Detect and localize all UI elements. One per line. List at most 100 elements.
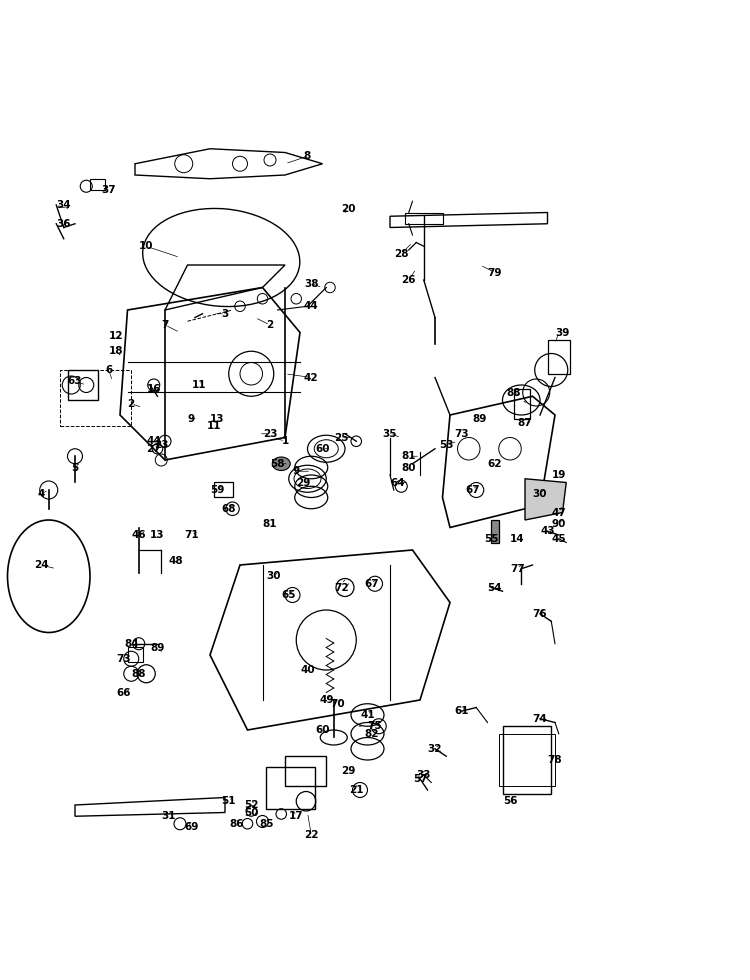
Text: 52: 52 [244,800,259,810]
Text: 80: 80 [401,463,416,472]
Ellipse shape [272,457,290,470]
Text: 27: 27 [146,444,161,454]
Text: 17: 17 [289,811,304,821]
Text: 22: 22 [304,830,319,840]
Text: 76: 76 [532,609,548,618]
Text: 30: 30 [266,571,281,581]
Text: 49: 49 [319,695,334,705]
Text: 26: 26 [401,275,416,285]
Text: 42: 42 [304,372,319,382]
Text: 58: 58 [270,459,285,468]
Text: 11: 11 [191,380,206,390]
Text: 20: 20 [341,204,356,214]
Text: 30: 30 [532,489,548,499]
Text: 13: 13 [150,530,165,540]
Text: 8: 8 [304,151,311,162]
Text: 78: 78 [548,755,562,765]
Text: 9: 9 [292,466,300,476]
FancyBboxPatch shape [491,520,499,543]
Text: 18: 18 [109,346,124,357]
Text: 12: 12 [109,331,124,341]
Text: 29: 29 [341,766,356,776]
Text: 74: 74 [532,713,548,724]
Text: 29: 29 [296,477,311,487]
Text: 34: 34 [56,200,71,210]
Text: 72: 72 [334,582,349,593]
Text: 23: 23 [262,429,278,439]
Text: 21: 21 [349,785,364,795]
Text: 77: 77 [510,564,525,573]
Text: 2: 2 [266,320,274,330]
Text: 43: 43 [540,526,555,536]
Text: 16: 16 [146,384,161,394]
Text: 6: 6 [105,365,112,375]
Text: 82: 82 [364,729,379,739]
Text: 90: 90 [551,518,566,529]
Text: 75: 75 [368,721,382,731]
Text: 10: 10 [139,241,154,251]
Text: 37: 37 [101,185,116,195]
Text: 84: 84 [124,639,139,649]
Text: 64: 64 [390,477,405,487]
Text: 87: 87 [518,417,532,427]
Text: 45: 45 [551,534,566,544]
Text: 1: 1 [281,436,289,446]
Text: 51: 51 [221,796,236,807]
Text: 41: 41 [360,710,375,720]
Text: 32: 32 [427,744,442,754]
Text: 69: 69 [184,822,199,832]
Text: 54: 54 [488,582,502,593]
Text: 81: 81 [401,451,416,462]
Text: 89: 89 [472,414,488,423]
Text: 70: 70 [330,699,345,709]
Text: 73: 73 [116,654,131,663]
Text: 71: 71 [184,530,199,540]
Text: 13: 13 [210,414,225,423]
Text: 5: 5 [71,463,79,472]
Text: 25: 25 [334,432,349,443]
Text: 56: 56 [503,796,518,807]
Text: 60: 60 [315,444,330,454]
Text: 31: 31 [161,811,176,821]
Text: 33: 33 [416,770,431,780]
Polygon shape [525,479,566,520]
Text: 67: 67 [465,485,480,495]
Text: 50: 50 [244,808,259,817]
Text: 47: 47 [551,508,566,517]
Text: 48: 48 [169,557,184,566]
Text: 73: 73 [454,429,469,439]
Text: 86: 86 [229,818,244,829]
Text: 65: 65 [281,590,296,600]
Text: 24: 24 [34,560,49,570]
Text: 23: 23 [154,440,169,450]
Text: 88: 88 [131,668,146,679]
Text: 9: 9 [188,414,195,423]
Text: 68: 68 [221,504,236,514]
Text: 2: 2 [128,399,135,409]
Text: 3: 3 [221,309,229,318]
Text: 19: 19 [551,470,566,480]
Text: 44: 44 [304,301,319,312]
Text: 62: 62 [488,459,502,468]
Text: 36: 36 [56,219,71,228]
Text: 55: 55 [484,534,499,544]
Text: 35: 35 [382,429,398,439]
Text: 28: 28 [394,249,409,259]
Text: 61: 61 [454,707,469,716]
Text: 46: 46 [131,530,146,540]
Text: 57: 57 [413,774,428,784]
Text: 89: 89 [150,643,165,653]
Text: 88: 88 [506,387,521,398]
Text: 4: 4 [38,489,45,499]
Text: 67: 67 [364,579,379,589]
Text: 79: 79 [488,268,502,277]
Text: 53: 53 [439,440,454,450]
Text: 39: 39 [555,327,570,337]
Text: 40: 40 [300,665,315,675]
Text: 63: 63 [68,376,82,386]
Text: 38: 38 [304,278,319,289]
Text: 85: 85 [259,818,274,829]
Text: 60: 60 [315,725,330,735]
Text: 11: 11 [206,421,221,431]
Text: 66: 66 [116,688,131,698]
